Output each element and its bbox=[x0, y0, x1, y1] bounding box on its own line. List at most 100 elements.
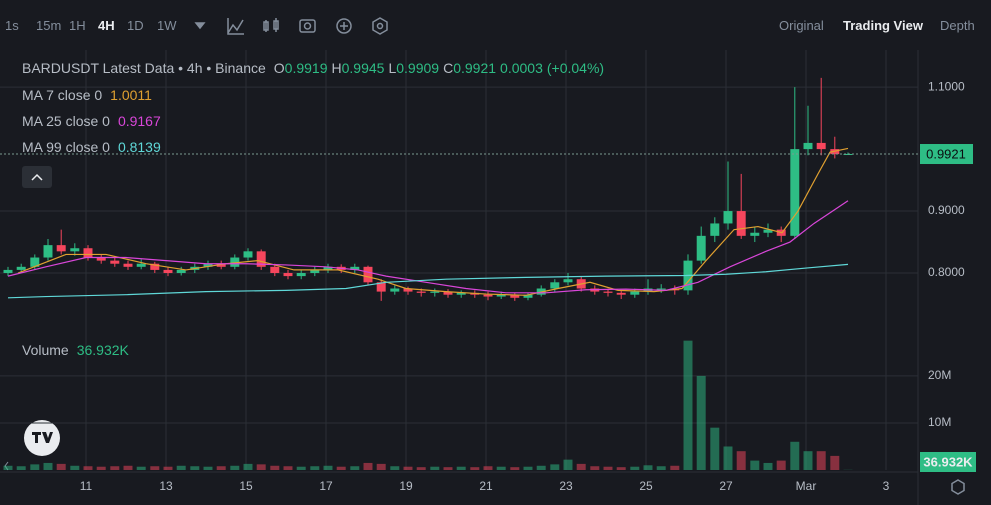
volume-bar bbox=[776, 460, 786, 470]
candle-body bbox=[696, 235, 706, 261]
candle-body bbox=[363, 266, 373, 283]
candle-body bbox=[163, 269, 173, 274]
indicator-icon[interactable] bbox=[227, 18, 244, 35]
x-tick-label: 15 bbox=[239, 479, 253, 493]
volume-bar bbox=[696, 375, 706, 470]
candle-body bbox=[523, 294, 533, 298]
tv-logo[interactable] bbox=[24, 420, 60, 456]
ma-line bbox=[7, 200, 849, 294]
x-tick-label: 17 bbox=[319, 479, 333, 493]
x-tick-label: 21 bbox=[479, 479, 493, 493]
volume-label: Volume bbox=[22, 342, 69, 358]
ohlc-label: O bbox=[273, 60, 285, 76]
volume-bar bbox=[723, 446, 733, 470]
volume-box bbox=[920, 452, 976, 472]
volume-bar bbox=[683, 340, 693, 470]
volume-bar bbox=[376, 463, 386, 470]
candle-icon[interactable] bbox=[263, 18, 279, 32]
candle-body bbox=[443, 291, 453, 295]
dropdown-icon[interactable] bbox=[194, 22, 206, 30]
volume-bar bbox=[750, 460, 760, 470]
ma-legend-row: MA 99 close 0 0.8139 bbox=[22, 139, 161, 155]
candle-body bbox=[136, 263, 146, 267]
x-tick-label: 23 bbox=[559, 479, 573, 493]
ma-name: MA 25 close 0 bbox=[22, 113, 110, 129]
view-tab[interactable]: Original bbox=[779, 18, 824, 33]
candle-body bbox=[230, 257, 240, 267]
ma-legend-row: MA 7 close 0 1.0011 bbox=[22, 87, 152, 103]
volume-bar bbox=[830, 455, 840, 470]
camera-icon[interactable] bbox=[299, 19, 316, 33]
volume-bar bbox=[3, 465, 13, 470]
volume-bar bbox=[643, 465, 653, 470]
x-tick-label: 13 bbox=[159, 479, 173, 493]
volume-bar bbox=[616, 467, 626, 470]
volume-bar bbox=[283, 466, 293, 470]
volume-bar bbox=[56, 463, 66, 470]
x-tick-label: 25 bbox=[639, 479, 653, 493]
candle-body bbox=[43, 245, 53, 258]
ohlc-value: 0.9909 bbox=[396, 60, 440, 76]
ohlc-label: C bbox=[443, 60, 454, 76]
grid bbox=[0, 50, 918, 470]
ma-legend-row: MA 25 close 0 0.9167 bbox=[22, 113, 161, 129]
timeframe-button[interactable]: 1H bbox=[69, 18, 86, 33]
volume-bar bbox=[763, 462, 773, 470]
candle-body bbox=[630, 291, 640, 295]
volume-bar bbox=[536, 465, 546, 470]
volume-bar bbox=[296, 466, 306, 470]
timeframe-button[interactable]: 4H bbox=[98, 18, 115, 33]
y-tick-label: 0.8000 bbox=[928, 265, 965, 279]
candle-body bbox=[123, 263, 133, 267]
price-box bbox=[920, 144, 973, 165]
candle-body bbox=[110, 260, 120, 264]
timeframe-button[interactable]: 15m bbox=[36, 18, 62, 33]
timeframe-button[interactable]: 1s bbox=[5, 18, 19, 33]
candle-body bbox=[456, 292, 466, 295]
tv-logo-mark bbox=[32, 432, 53, 443]
candle-body bbox=[816, 142, 826, 150]
ma-line bbox=[7, 263, 849, 299]
candle-body bbox=[510, 294, 520, 298]
volume-bar bbox=[203, 466, 213, 470]
candle-body bbox=[70, 248, 80, 252]
candle-body bbox=[310, 269, 320, 274]
volume-bar bbox=[363, 462, 373, 470]
view-tab[interactable]: Trading View bbox=[843, 18, 923, 33]
candle-body bbox=[243, 251, 253, 258]
axis-settings-icon[interactable] bbox=[951, 479, 965, 495]
volume-bar bbox=[456, 466, 466, 470]
toolbar-icons bbox=[194, 17, 388, 35]
candle-body bbox=[603, 291, 613, 293]
volume-bar bbox=[350, 466, 360, 470]
volume-bar bbox=[310, 466, 320, 470]
ma-line bbox=[17, 147, 849, 296]
candle-body bbox=[550, 282, 560, 289]
volume-bar bbox=[336, 466, 346, 470]
ohlc-label: H bbox=[331, 60, 342, 76]
candle-body bbox=[16, 266, 26, 270]
ma-name: MA 7 close 0 bbox=[22, 87, 103, 103]
candle-body bbox=[616, 292, 626, 295]
volume-bar bbox=[550, 464, 560, 470]
timeframe-button[interactable]: 1D bbox=[127, 18, 144, 33]
legend-header: BARDUSDT Latest Data • 4h • Binance O 0.9… bbox=[22, 60, 604, 76]
candle-body bbox=[483, 294, 493, 297]
candle-body bbox=[376, 282, 386, 292]
timeframe-button[interactable]: 1W bbox=[157, 18, 177, 33]
ohlc-value: 0.9921 bbox=[453, 60, 497, 76]
settings-icon[interactable] bbox=[372, 17, 388, 35]
x-tick-label: 27 bbox=[719, 479, 733, 493]
volume-bar bbox=[483, 466, 493, 470]
add-icon[interactable] bbox=[336, 18, 352, 34]
candle-body bbox=[256, 251, 266, 267]
candle-body bbox=[430, 291, 440, 293]
volume-bar bbox=[790, 441, 800, 470]
view-tab[interactable]: Depth bbox=[940, 18, 975, 33]
candle-body bbox=[803, 142, 813, 150]
volume-bar bbox=[83, 466, 93, 470]
ma-last: 1.0011 bbox=[110, 87, 152, 103]
collapse-button[interactable] bbox=[22, 166, 52, 188]
candle-body bbox=[203, 263, 213, 267]
volume-bar bbox=[403, 466, 413, 470]
